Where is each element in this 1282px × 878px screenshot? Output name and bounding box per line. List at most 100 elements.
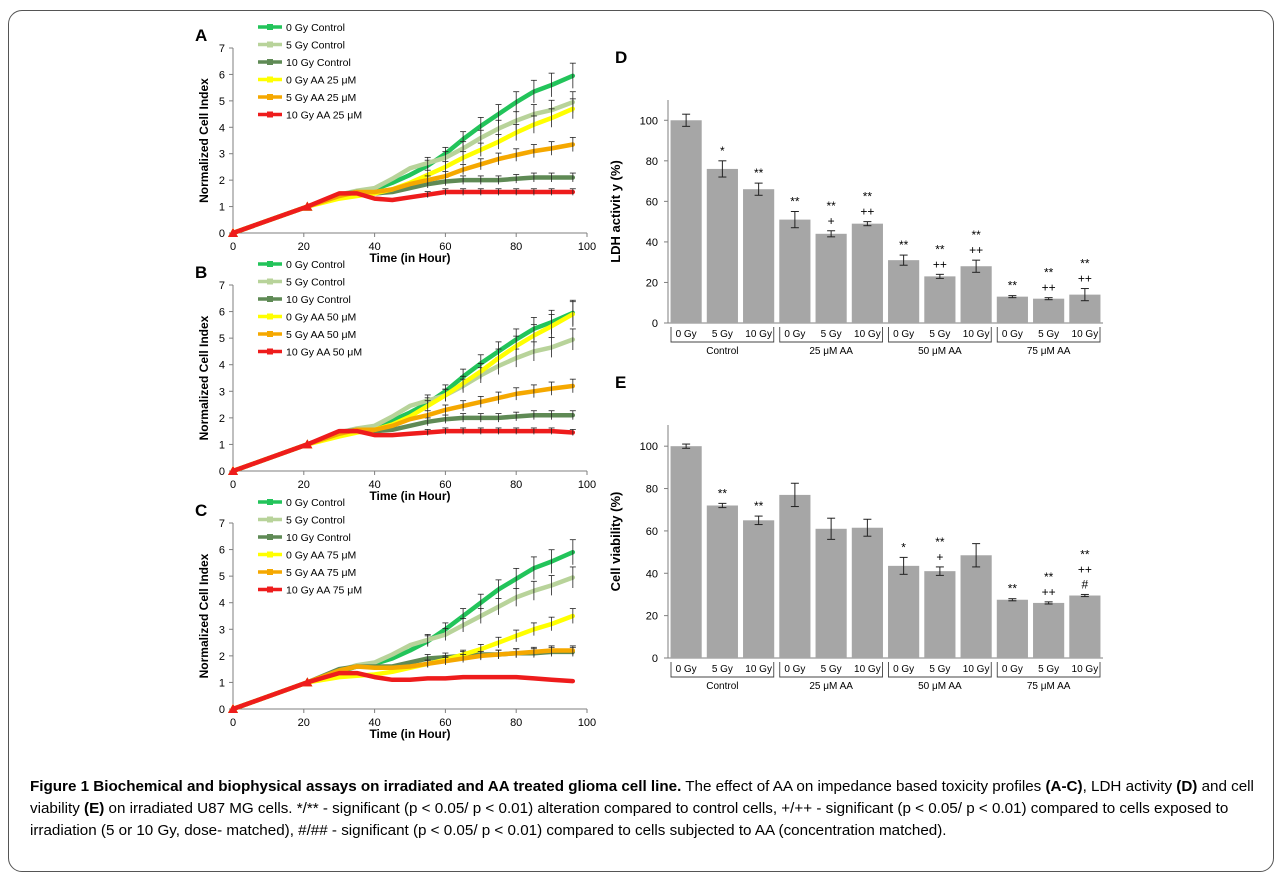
y-axis-label: Normalized Cell Index — [197, 315, 211, 440]
legend-label: 0 Gy AA 25 μM — [286, 75, 356, 87]
legend-label: 10 Gy Control — [286, 57, 351, 69]
x-tick-label: 0 — [230, 241, 236, 253]
series-red: 10 Gy AA 25 μM — [228, 110, 576, 237]
y-tick-label: 6 — [219, 307, 225, 319]
y-tick-label: 3 — [219, 624, 225, 636]
bar — [851, 527, 883, 658]
y-tick-label: 80 — [646, 484, 658, 496]
bar — [1033, 298, 1065, 323]
y-tick-label: 7 — [219, 43, 225, 55]
significance-mark: ** — [1080, 547, 1090, 561]
significance-mark: ** — [1044, 570, 1054, 584]
bar — [924, 571, 956, 658]
group-bracket — [779, 662, 883, 678]
legend-marker — [267, 331, 273, 337]
x-tick-label: 5 Gy — [929, 329, 950, 340]
y-tick-label: 7 — [219, 280, 225, 292]
bar — [1033, 602, 1065, 658]
x-tick-label: 40 — [368, 479, 380, 491]
series-green: 0 Gy Control — [228, 259, 576, 475]
x-tick-label: 0 Gy — [1002, 329, 1023, 340]
legend-label: 5 Gy AA 75 μM — [286, 567, 356, 579]
legend-label: 5 Gy Control — [286, 515, 345, 527]
legend-label: 10 Gy AA 50 μM — [286, 347, 362, 359]
data-marker — [302, 439, 313, 449]
y-tick-label: 0 — [219, 704, 225, 716]
group-label: 25 μM AA — [809, 346, 853, 357]
significance-mark: # — [1082, 577, 1089, 591]
x-tick-label: 20 — [298, 241, 310, 253]
group-label: Control — [706, 681, 738, 692]
x-tick-label: 5 Gy — [712, 329, 733, 340]
significance-mark: ++ — [1078, 562, 1092, 576]
x-tick-label: 5 Gy — [712, 664, 733, 675]
y-tick-label: 60 — [646, 196, 658, 208]
legend-marker — [267, 569, 273, 575]
group-label: 25 μM AA — [809, 681, 853, 692]
y-tick-label: 20 — [646, 277, 658, 289]
y-axis-label: Normalized Cell Index — [197, 553, 211, 678]
significance-mark: ** — [1044, 266, 1054, 280]
y-tick-label: 100 — [640, 441, 658, 453]
bar — [706, 505, 738, 658]
significance-mark: ++ — [933, 257, 947, 271]
significance-mark: ** — [863, 190, 873, 204]
x-tick-label: 5 Gy — [1038, 664, 1059, 675]
series-line — [230, 189, 576, 236]
x-tick-label: 5 Gy — [821, 664, 842, 675]
x-tick-label: 0 Gy — [676, 664, 697, 675]
y-tick-label: 40 — [646, 237, 658, 249]
bar — [888, 260, 920, 323]
x-tick-label: 20 — [298, 479, 310, 491]
legend-marker — [267, 499, 273, 505]
significance-mark: ** — [1008, 279, 1018, 293]
chart-panel-d: D 0 20 40 60 80 100 LDH activit y (%) 0 Gy * 5 Gy *… — [608, 48, 1103, 357]
bar — [815, 233, 847, 323]
significance-mark: * — [720, 144, 725, 158]
x-tick-label: 80 — [510, 479, 522, 491]
group-bracket — [996, 327, 1101, 343]
legend-marker — [267, 59, 273, 65]
y-tick-label: 80 — [646, 156, 658, 168]
y-tick-label: 2 — [219, 651, 225, 663]
y-tick-label: 20 — [646, 611, 658, 623]
series-line — [230, 311, 576, 474]
figure-caption: Figure 1 Biochemical and biophysical ass… — [30, 776, 1266, 842]
x-tick-label: 0 Gy — [1002, 664, 1023, 675]
significance-mark: ** — [754, 499, 764, 513]
x-tick-label: 0 — [230, 717, 236, 729]
legend-label: 5 Gy AA 50 μM — [286, 329, 356, 341]
group-label: 50 μM AA — [918, 346, 962, 357]
panel-letter: D — [615, 48, 627, 67]
group-bracket — [888, 327, 992, 343]
x-tick-label: 0 Gy — [676, 329, 697, 340]
caption-ref-e: (E) — [84, 800, 105, 817]
x-tick-label: 5 Gy — [1038, 329, 1059, 340]
y-tick-label: 6 — [219, 69, 225, 81]
legend-marker — [267, 551, 273, 558]
series-line — [230, 670, 576, 712]
series-line — [230, 648, 576, 712]
bar — [743, 520, 775, 658]
chart-panel-b: B 0 1 2 3 4 5 6 7 0 20 40 60 80 100 Time (in Hour) Norma… — [195, 259, 596, 503]
y-tick-label: 6 — [219, 545, 225, 557]
significance-mark: ++ — [860, 205, 874, 219]
significance-mark: ** — [790, 195, 800, 209]
series-darkgreen: 10 Gy Control — [228, 294, 576, 475]
y-axis-label: Cell viability (%) — [608, 492, 623, 592]
caption-text-1: The effect of AA on impedance based toxi… — [681, 778, 1046, 795]
bar — [996, 599, 1028, 658]
caption-lead: Figure 1 Biochemical and biophysical ass… — [30, 778, 682, 795]
x-tick-label: 80 — [510, 717, 522, 729]
x-axis-label: Time (in Hour) — [369, 489, 450, 503]
legend-marker — [267, 76, 273, 83]
bar — [779, 219, 811, 323]
group-label: 75 μM AA — [1027, 681, 1071, 692]
legend-marker — [267, 94, 273, 100]
series-lightgreen: 5 Gy Control — [228, 40, 576, 237]
y-axis-label: Normalized Cell Index — [197, 78, 211, 203]
x-tick-label: 40 — [368, 241, 380, 253]
x-tick-label: 10 Gy — [963, 664, 990, 675]
caption-ref-d: (D) — [1176, 778, 1198, 795]
legend-marker — [267, 111, 273, 118]
